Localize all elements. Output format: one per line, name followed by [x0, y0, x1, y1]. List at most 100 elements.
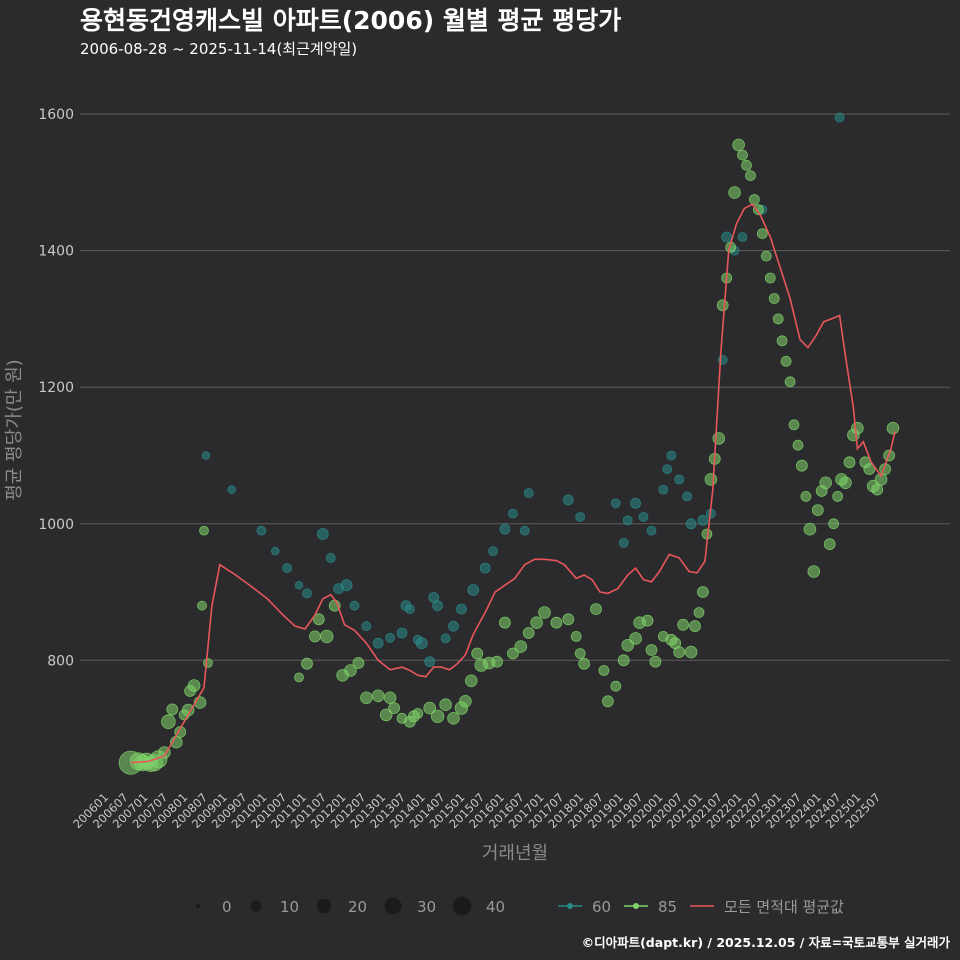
data-point: [828, 518, 839, 530]
data-point: [741, 159, 752, 171]
data-point: [737, 232, 748, 242]
data-point: [871, 483, 884, 496]
data-point: [385, 632, 396, 643]
data-point: [459, 694, 472, 708]
data-point: [507, 647, 519, 660]
data-point: [684, 645, 698, 659]
data-point: [693, 607, 705, 618]
data-point: [610, 498, 621, 509]
data-point: [523, 488, 534, 498]
data-point: [753, 204, 764, 216]
data-point: [271, 546, 280, 556]
data-point: [796, 459, 808, 472]
data-point: [199, 525, 209, 536]
data-point: [344, 664, 357, 677]
legend-size-key: [452, 896, 472, 916]
data-point: [372, 637, 384, 649]
legend-size-key: [384, 897, 402, 915]
data-point: [602, 695, 614, 708]
data-point: [570, 631, 582, 642]
data-point: [379, 708, 393, 722]
average-line: [130, 203, 896, 764]
plot-series: [118, 112, 900, 775]
data-point: [638, 512, 649, 522]
grid-lines: [80, 113, 950, 661]
data-point: [578, 657, 590, 670]
data-point: [361, 621, 372, 632]
data-point: [448, 620, 459, 632]
data-point: [610, 680, 622, 692]
legend-size-label: 40: [486, 898, 505, 916]
data-point: [575, 512, 586, 522]
data-point: [598, 665, 610, 676]
y-tick-label: 1000: [38, 517, 74, 533]
data-point: [780, 355, 792, 367]
data-point: [383, 691, 397, 705]
data-point: [424, 656, 436, 668]
data-point: [721, 231, 733, 243]
series-0: [201, 112, 845, 668]
data-point: [197, 600, 207, 611]
legend-size-label: 0: [222, 898, 232, 916]
series-2: [130, 203, 896, 764]
data-point: [471, 647, 484, 660]
legend-series-label: 모든 면적대 평균값: [724, 898, 844, 916]
data-point: [166, 703, 179, 716]
data-point: [498, 616, 511, 629]
data-point: [455, 603, 467, 615]
source-credit: ©디아파트(dapt.kr) / 2025.12.05 / 자료=국토교통부 실…: [582, 935, 951, 950]
data-point: [666, 450, 677, 461]
data-point: [745, 170, 756, 182]
data-point: [732, 138, 745, 152]
data-point: [886, 421, 900, 435]
data-point: [622, 515, 633, 526]
legend-dot-key: [633, 903, 639, 909]
data-point: [674, 474, 685, 485]
data-point: [630, 497, 641, 509]
data-point: [491, 655, 503, 668]
y-tick-label: 800: [47, 653, 74, 669]
legend-size-key: [316, 898, 332, 914]
data-point: [649, 655, 662, 668]
data-point: [316, 528, 329, 540]
legend-size-key: [196, 904, 200, 908]
data-point: [508, 508, 518, 519]
data-point: [467, 584, 480, 596]
legend-dot-key: [567, 903, 573, 909]
data-point: [658, 484, 669, 495]
data-point: [550, 616, 563, 629]
data-point: [685, 518, 697, 530]
data-point: [308, 630, 321, 643]
y-tick-label: 1400: [38, 244, 74, 260]
data-point: [646, 525, 657, 536]
data-point: [440, 633, 451, 644]
legend-size-label: 10: [280, 898, 299, 916]
data-point: [388, 702, 401, 714]
data-point: [479, 562, 491, 574]
x-axis-label: 거래년월: [482, 843, 548, 864]
data-point: [756, 228, 768, 240]
data-point: [301, 657, 313, 670]
data-point: [499, 523, 511, 535]
data-point: [697, 586, 709, 598]
data-point: [843, 456, 856, 469]
data-point: [432, 600, 444, 612]
data-point: [823, 538, 836, 551]
data-point: [803, 522, 817, 536]
data-point: [371, 689, 385, 703]
data-point: [312, 613, 325, 626]
data-point: [349, 600, 360, 611]
legend-size-key: [250, 900, 262, 912]
data-point: [590, 603, 602, 615]
data-point: [530, 616, 543, 629]
data-point: [227, 485, 236, 494]
data-point: [325, 553, 336, 563]
data-point: [764, 272, 776, 284]
data-point: [839, 476, 852, 490]
data-point: [629, 632, 642, 645]
data-point: [760, 250, 772, 262]
y-tick-label: 1600: [38, 107, 74, 123]
data-point: [538, 606, 551, 619]
data-point: [851, 421, 864, 435]
